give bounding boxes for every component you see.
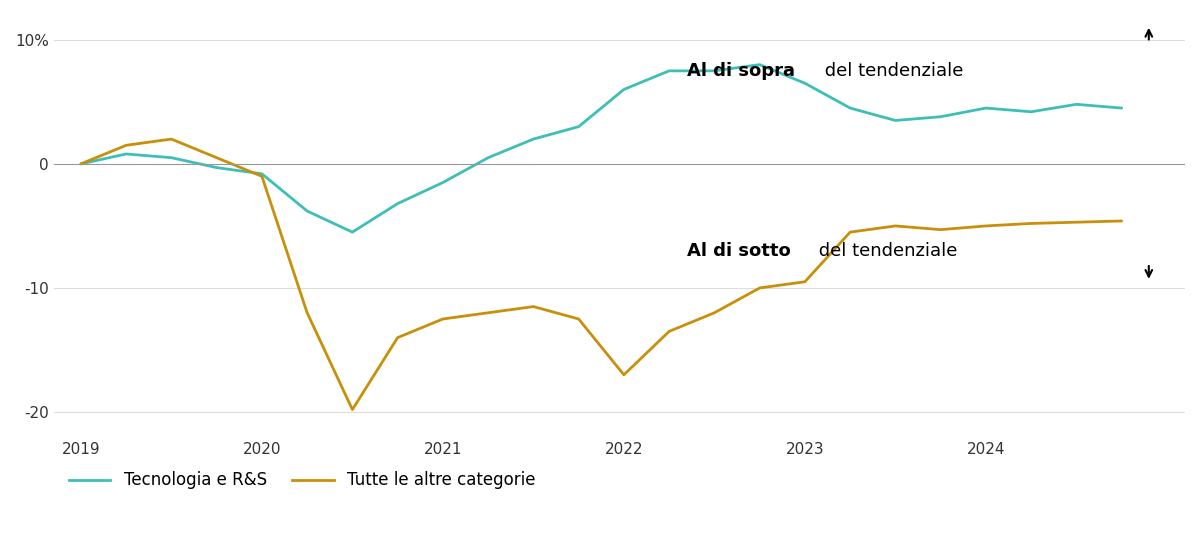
Text: del tendenziale: del tendenziale	[814, 242, 958, 260]
Text: del tendenziale: del tendenziale	[818, 62, 962, 80]
Text: Al di sopra: Al di sopra	[688, 62, 796, 80]
Legend: Tecnologia e R&S, Tutte le altre categorie: Tecnologia e R&S, Tutte le altre categor…	[62, 465, 542, 496]
Text: Al di sotto: Al di sotto	[688, 242, 791, 260]
